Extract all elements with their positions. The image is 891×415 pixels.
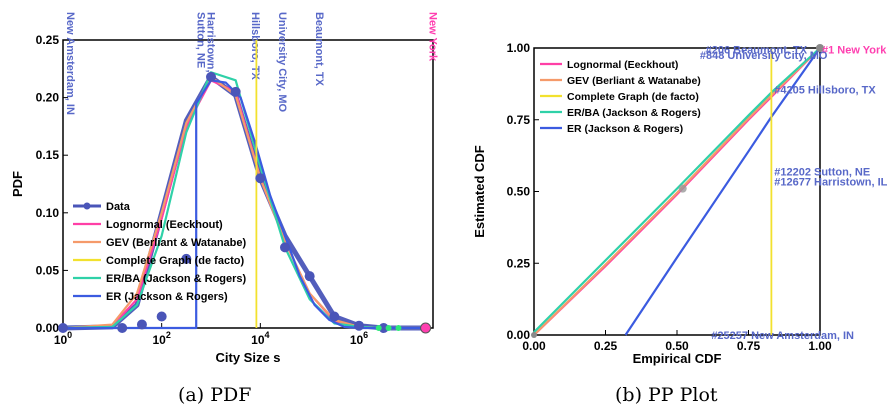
pp-x-axis-label: Empirical CDF (633, 351, 722, 366)
pp-y-axis-label: Estimated CDF (472, 145, 487, 238)
pdf-legend-label: ER (Jackson & Rogers) (106, 291, 228, 303)
pp-plot-chart: 0.000.00 0.25 0.25 0.50 0.50 0.75 0.75 1.00 1.00… (472, 41, 888, 366)
pdf-annotation: New York (427, 12, 439, 62)
pdf-data-point (304, 271, 315, 282)
pdf-data-point (354, 320, 364, 331)
pp-legend-label: ER (Jackson & Rogers) (567, 123, 683, 135)
pdf-data-point (329, 311, 340, 322)
pdf-ytick-label: 0.00 (36, 321, 60, 335)
pp-endpoint (816, 44, 824, 52)
pp-annotation: #4205 Hillsboro, TX (774, 85, 876, 97)
pdf-newyork-marker (420, 322, 432, 334)
pp-ytick-label: 0.00 (507, 328, 531, 342)
pp-annotation: #1 New York (822, 44, 887, 56)
pdf-green-point (385, 325, 392, 331)
pdf-ytick-label: 0.20 (36, 91, 60, 105)
pdf-legend-label: Complete Graph (de facto) (106, 255, 244, 267)
pp-xtick-label: 1.00 (808, 339, 832, 353)
pdf-data-point (280, 242, 290, 253)
pdf-annotation: New Amsterdam, IN (64, 12, 76, 115)
pp-xtick-label: 0.25 (594, 339, 618, 353)
pp-xtick-label: 0.50 (665, 339, 689, 353)
pdf-data-point (378, 323, 389, 333)
pdf-xtick-label: 100 (54, 330, 72, 347)
pdf-x-axis-label: City Size s (215, 350, 280, 365)
pdf-axes-frame (62, 39, 434, 329)
caption-a: (a) PDF (178, 384, 252, 406)
pp-annotation: #12677 Harristown, IL (774, 176, 887, 188)
pp-annotation: #206 Beaumont, TX (706, 44, 808, 56)
pp-series-erba (533, 47, 821, 333)
pp-xtick-label: 0.75 (737, 339, 761, 353)
pdf-ytick-label: 0.25 (36, 33, 60, 47)
pdf-data-point (181, 253, 192, 264)
pdf-series-er (63, 79, 426, 330)
pp-legend-label: Lognormal (Eeckhout) (567, 59, 678, 71)
pdf-annotation: University City, MO (276, 12, 288, 112)
pp-xtick-label: 0.00 (522, 339, 546, 353)
pp-data-point (678, 184, 687, 193)
pp-ytick-label: 0.25 (507, 256, 531, 270)
pp-ytick-label: 1.00 (507, 41, 531, 55)
pdf-green-point (375, 325, 382, 331)
pdf-annotation: Hillsboro, TX (249, 12, 261, 81)
pdf-data-point (255, 173, 266, 184)
pp-annotation: #848 University City, MO (700, 50, 828, 62)
pp-series-er (624, 47, 821, 336)
pdf-data-point (58, 323, 68, 333)
pp-series-gev (533, 47, 821, 336)
pdf-xtick-label: 104 (251, 330, 269, 347)
pdf-legend-label: ER/BA (Jackson & Rogers) (106, 273, 247, 285)
pp-origin-point (531, 332, 537, 338)
caption-b: (b) PP Plot (615, 384, 718, 406)
pdf-y-axis-label: PDF (10, 171, 25, 197)
pp-legend-label: Complete Graph (de facto) (567, 91, 699, 103)
pdf-annotation: Harristown, IL (205, 12, 217, 86)
pdf-chart: 0.00 0.05 0.10 0.15 0.20 0.25 100 102 104 106 City… (10, 12, 439, 365)
pp-legend-label: ER/BA (Jackson & Rogers) (567, 107, 701, 119)
pdf-data-point (117, 323, 128, 333)
pdf-data-point (136, 319, 147, 330)
pdf-annotation: Sutton, NE (195, 12, 207, 68)
pdf-xtick-label: 106 (350, 330, 368, 347)
pdf-green-point (395, 325, 402, 331)
pp-legend-label: GEV (Berliant & Watanabe) (567, 75, 701, 87)
pdf-legend-label: GEV (Berliant & Watanabe) (106, 237, 247, 249)
pdf-legend-label: Lognormal (Eeckhout) (106, 219, 223, 231)
pdf-data-point (156, 311, 167, 322)
pp-ytick-label: 0.50 (507, 185, 531, 199)
pdf-data-point (206, 71, 216, 82)
pp-annotation: #12202 Sutton, NE (774, 166, 870, 178)
pdf-annotation: Beaumont, TX (313, 12, 325, 87)
pdf-data-point (230, 86, 241, 97)
pdf-legend-label: Data (106, 201, 131, 213)
pdf-ytick-label: 0.05 (36, 263, 60, 277)
pdf-ytick-label: 0.15 (36, 148, 60, 162)
pp-annotation: #25257 New Amsterdam, IN (711, 330, 854, 342)
pp-ytick-label: 0.75 (507, 113, 531, 127)
pdf-ytick-label: 0.10 (36, 206, 60, 220)
pdf-legend-marker (83, 202, 91, 210)
pdf-xtick-label: 102 (152, 330, 170, 347)
